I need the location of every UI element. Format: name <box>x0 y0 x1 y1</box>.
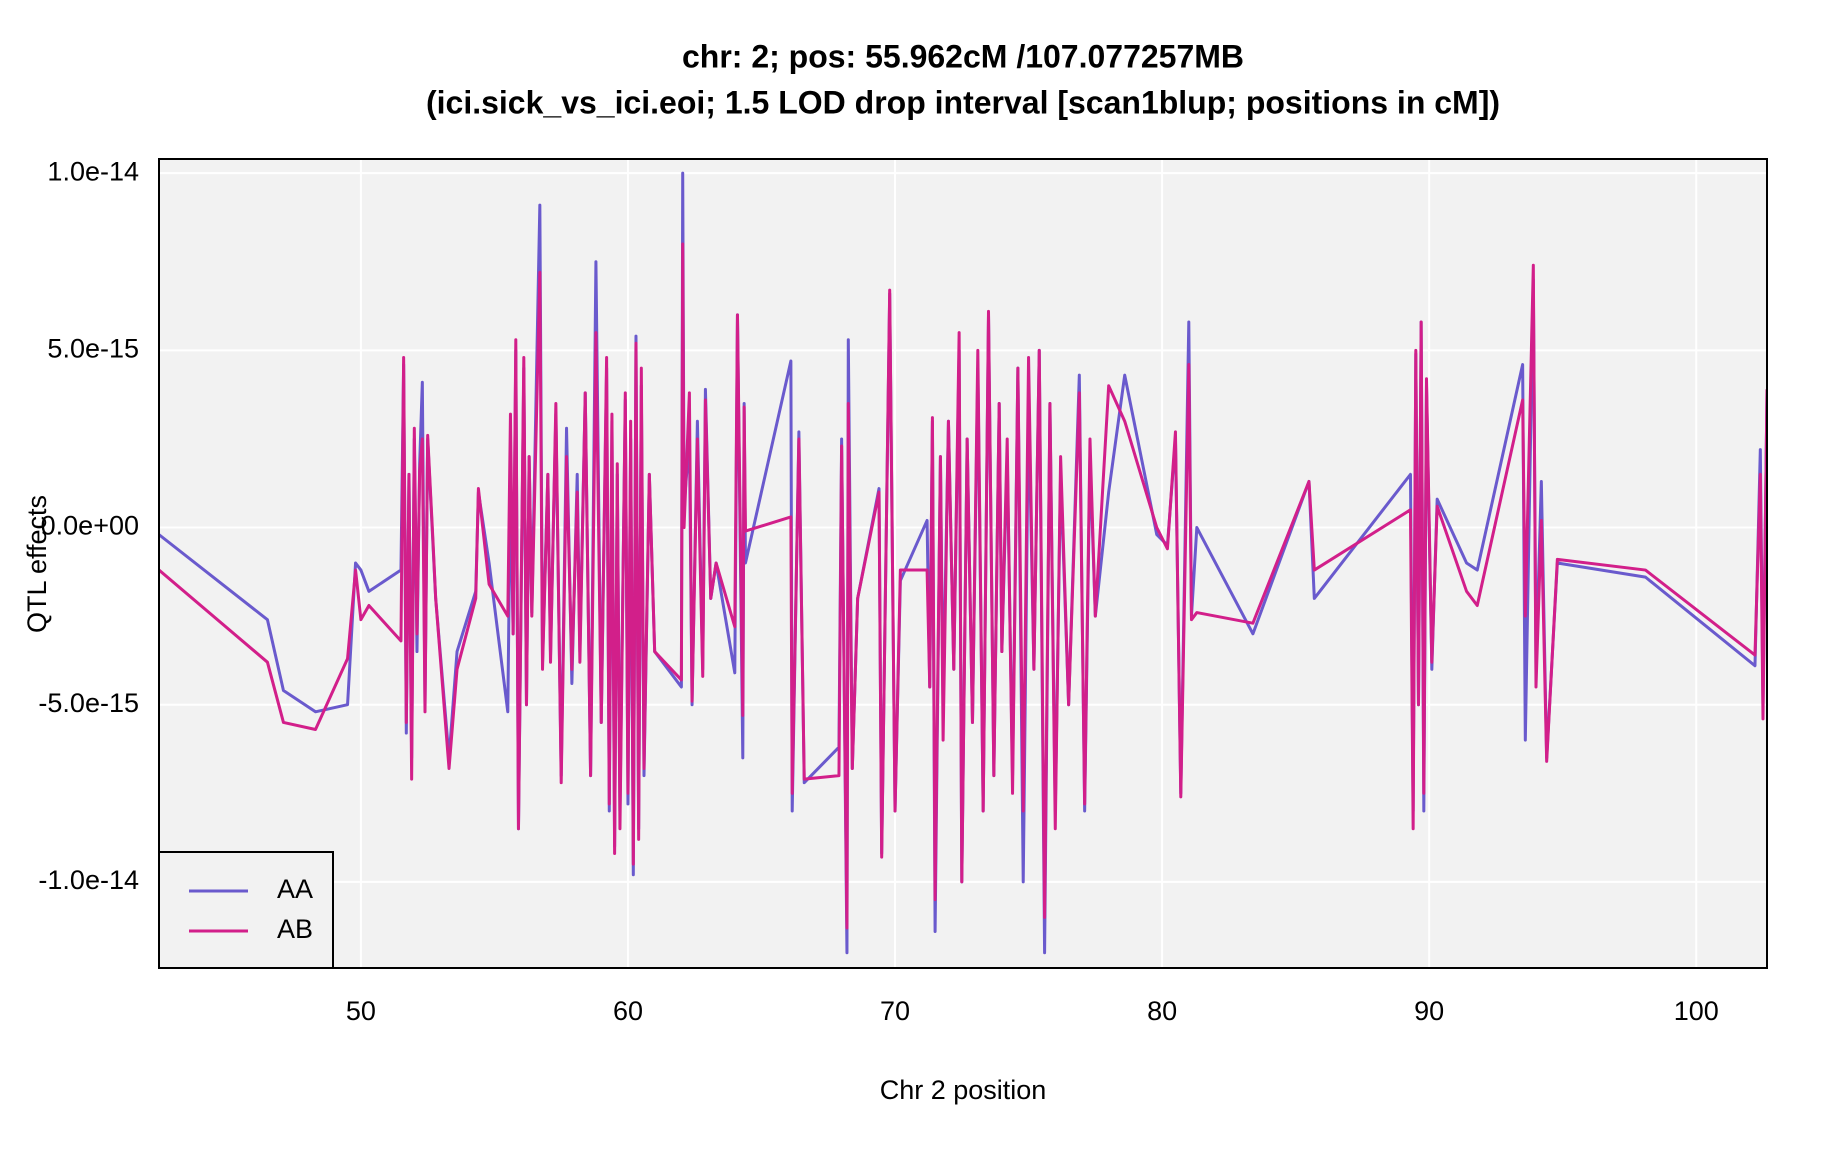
y-tick-label: -5.0e-15 <box>38 688 139 718</box>
legend-label: AA <box>277 874 313 904</box>
x-tick-label: 100 <box>1674 996 1719 1026</box>
x-axis-label: Chr 2 position <box>880 1075 1047 1105</box>
x-tick-label: 90 <box>1414 996 1444 1026</box>
y-tick-label: -1.0e-14 <box>38 865 139 895</box>
y-axis-label: QTL effects <box>22 495 52 633</box>
x-tick-label: 70 <box>880 996 910 1026</box>
y-tick-label: 0.0e+00 <box>41 511 139 541</box>
legend-label: AB <box>277 914 313 944</box>
plot-frame <box>158 158 1768 969</box>
chart-subtitle: (ici.sick_vs_ici.eoi; 1.5 LOD drop inter… <box>426 84 1500 120</box>
x-tick-label: 60 <box>613 996 643 1026</box>
chart-title: chr: 2; pos: 55.962cM /107.077257MB <box>682 38 1244 74</box>
x-tick-label: 80 <box>1147 996 1177 1026</box>
legend-box <box>158 851 334 969</box>
y-tick-label: 5.0e-15 <box>47 333 139 363</box>
x-tick-label: 50 <box>346 996 376 1026</box>
series-line <box>159 242 1767 930</box>
y-tick-label: 1.0e-14 <box>47 156 139 186</box>
